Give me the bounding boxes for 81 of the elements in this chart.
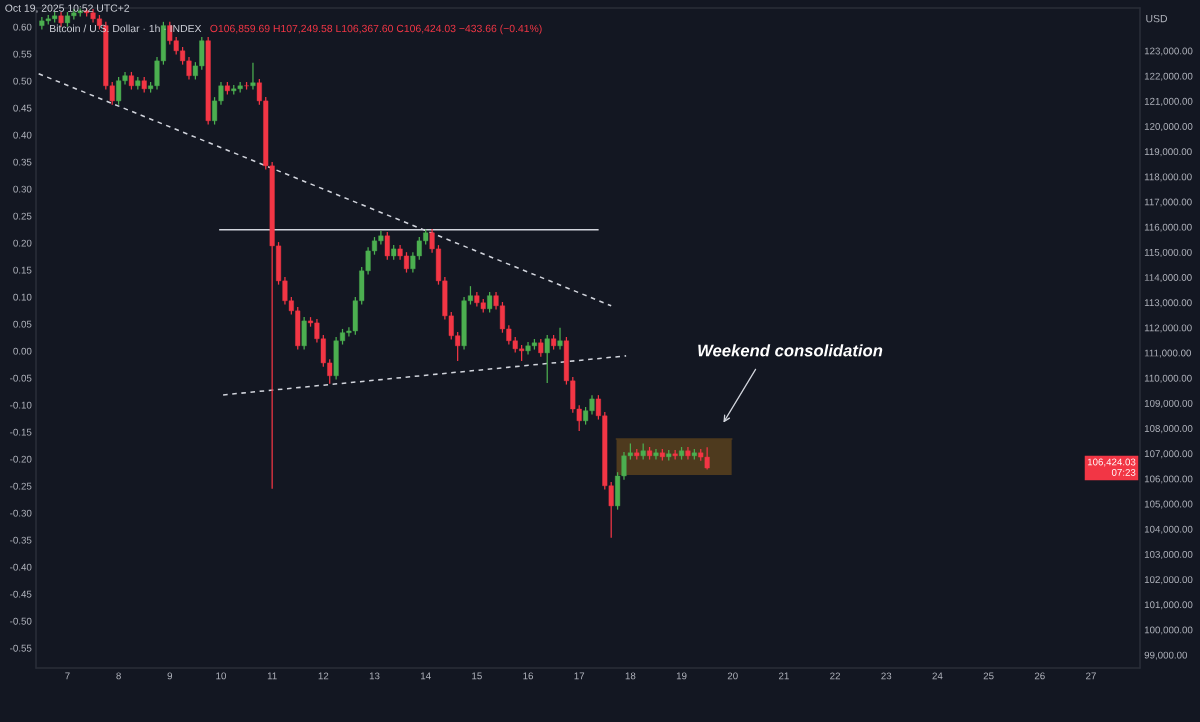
candlestick bbox=[653, 448, 659, 461]
y-tick-label: 120,000.00 bbox=[1144, 123, 1193, 132]
y2-tick-label: 0.35 bbox=[13, 158, 32, 166]
x-tick-label: 7 bbox=[65, 672, 70, 680]
candlestick bbox=[557, 327, 563, 351]
x-tick-label: 18 bbox=[625, 672, 636, 680]
y2-tick-label: 0.45 bbox=[13, 104, 32, 112]
y2-tick-label: 0.00 bbox=[13, 347, 32, 355]
x-tick-label: 24 bbox=[932, 672, 943, 680]
y2-tick-label: 0.15 bbox=[13, 266, 32, 274]
y2-tick-label: -0.45 bbox=[10, 590, 32, 598]
candlestick bbox=[487, 291, 493, 314]
x-tick-label: 17 bbox=[574, 672, 585, 680]
y-tick-label: 119,000.00 bbox=[1144, 148, 1192, 157]
x-tick-label: 22 bbox=[830, 672, 840, 680]
y-tick-label: 106,000.00 bbox=[1144, 475, 1193, 484]
x-tick-label: 25 bbox=[983, 672, 994, 680]
y2-tick-label: -0.50 bbox=[10, 617, 32, 625]
y-tick-label: 109,000.00 bbox=[1144, 399, 1193, 408]
y2-tick-label: 0.05 bbox=[13, 320, 32, 328]
y-tick-label: 113,000.00 bbox=[1144, 299, 1192, 308]
y-tick-label: 121,000.00 bbox=[1144, 97, 1193, 106]
x-tick-label: 11 bbox=[267, 672, 277, 680]
y-tick-label: 108,000.00 bbox=[1144, 425, 1193, 434]
y2-tick-label: 0.55 bbox=[13, 50, 32, 58]
y-tick-label: 107,000.00 bbox=[1144, 450, 1193, 459]
text: O106,859.69 H107,249.58 L106,367.60 C106,424.03 −433.66 (−0.41%) bbox=[210, 24, 542, 35]
x-tick-label: 23 bbox=[881, 672, 892, 680]
x-tick-label: 13 bbox=[369, 672, 380, 680]
candlestick bbox=[384, 231, 390, 261]
x-tick-label: 15 bbox=[472, 672, 482, 680]
candlestick bbox=[250, 62, 256, 91]
y-tick-label: 105,000.00 bbox=[1144, 500, 1193, 509]
y2-tick-label: -0.40 bbox=[10, 563, 32, 571]
y2-tick-label: 0.40 bbox=[13, 131, 32, 139]
y2-tick-label: -0.10 bbox=[10, 401, 32, 409]
y-tick-label: 112,000.00 bbox=[1144, 324, 1192, 333]
y2-tick-label: -0.35 bbox=[10, 536, 32, 544]
y-tick-label: 111,000.00 bbox=[1144, 349, 1192, 358]
x-tick-label: 14 bbox=[421, 672, 431, 680]
x-tick-label: 20 bbox=[727, 672, 738, 680]
y-tick-label: 100,000.00 bbox=[1144, 626, 1193, 635]
y2-tick-label: 0.50 bbox=[13, 77, 32, 85]
x-tick-label: 8 bbox=[116, 672, 121, 680]
x-tick-label: 19 bbox=[676, 672, 687, 680]
y-tick-label: 118,000.00 bbox=[1144, 173, 1192, 182]
y2-tick-label: 0.25 bbox=[13, 212, 32, 220]
y-tick-label: 115,000.00 bbox=[1144, 248, 1192, 257]
y-axis-title: USD bbox=[1146, 14, 1168, 23]
y-tick-label: 122,000.00 bbox=[1144, 72, 1193, 81]
y-tick-label: 102,000.00 bbox=[1144, 576, 1193, 585]
x-tick-label: 26 bbox=[1034, 672, 1045, 680]
y2-tick-label: 0.30 bbox=[13, 185, 32, 193]
y2-tick-label: 0.20 bbox=[13, 239, 32, 247]
x-tick-label: 16 bbox=[523, 672, 534, 680]
x-tick-label: 12 bbox=[318, 672, 329, 680]
y-tick-label: 104,000.00 bbox=[1144, 525, 1193, 534]
y2-tick-label: -0.05 bbox=[10, 374, 32, 382]
x-tick-label: 9 bbox=[167, 672, 173, 680]
candlestick bbox=[544, 334, 550, 384]
y2-tick-label: 0.10 bbox=[13, 293, 32, 301]
y-tick-label: 123,000.00 bbox=[1144, 47, 1193, 56]
y2-tick-label: -0.15 bbox=[10, 428, 32, 436]
y-tick-label: 99,000.00 bbox=[1144, 651, 1188, 660]
y-tick-label: 110,000.00 bbox=[1144, 374, 1192, 383]
y2-tick-label: 0.60 bbox=[13, 23, 32, 31]
x-tick-label: 21 bbox=[778, 672, 789, 680]
annotation: 106,424.03 07:23 bbox=[1087, 458, 1136, 476]
y2-tick-label: -0.20 bbox=[10, 455, 32, 463]
y-tick-label: 117,000.00 bbox=[1144, 198, 1192, 207]
y-tick-label: 101,000.00 bbox=[1144, 601, 1193, 610]
y2-tick-label: -0.30 bbox=[10, 509, 32, 517]
y-tick-label: 116,000.00 bbox=[1144, 223, 1192, 232]
y2-tick-label: -0.55 bbox=[10, 644, 32, 652]
y-tick-label: 114,000.00 bbox=[1144, 274, 1192, 283]
annotation: Oct 19, 2025 10:52 UTC+2 bbox=[5, 4, 130, 14]
y2-tick-label: -0.25 bbox=[10, 482, 32, 490]
annotation: Weekend consolidation bbox=[698, 344, 883, 357]
y-tick-label: 103,000.00 bbox=[1144, 550, 1193, 559]
x-tick-label: 10 bbox=[216, 672, 226, 680]
x-tick-label: 27 bbox=[1086, 672, 1096, 680]
